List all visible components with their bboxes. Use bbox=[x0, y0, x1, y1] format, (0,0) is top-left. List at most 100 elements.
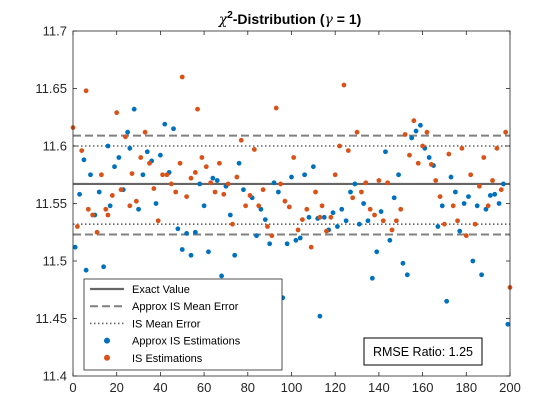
data-point-series-1 bbox=[472, 221, 478, 227]
data-point-series-1 bbox=[127, 203, 133, 209]
data-point-series-1 bbox=[332, 172, 338, 178]
data-point-series-1 bbox=[103, 206, 109, 212]
data-point-series-1 bbox=[463, 233, 469, 239]
data-point-series-0 bbox=[413, 128, 419, 134]
data-point-series-1 bbox=[142, 129, 148, 135]
data-point-series-0 bbox=[107, 203, 113, 209]
data-point-series-0 bbox=[184, 231, 190, 236]
data-point-series-1 bbox=[350, 195, 356, 201]
data-point-series-1 bbox=[256, 203, 262, 209]
data-point-series-1 bbox=[494, 145, 500, 151]
data-point-series-1 bbox=[94, 229, 100, 235]
data-point-series-0 bbox=[179, 247, 185, 252]
data-point-series-0 bbox=[409, 135, 415, 141]
data-point-series-1 bbox=[192, 170, 198, 175]
data-point-series-1 bbox=[433, 178, 439, 183]
data-point-series-1 bbox=[459, 145, 465, 151]
data-point-series-0 bbox=[96, 189, 102, 195]
data-point-series-1 bbox=[74, 224, 80, 229]
data-point-series-1 bbox=[308, 244, 314, 250]
x-tick-label: 0 bbox=[69, 380, 76, 395]
data-point-series-1 bbox=[118, 187, 124, 193]
data-point-series-0 bbox=[227, 212, 233, 218]
data-point-series-1 bbox=[389, 227, 395, 233]
data-point-series-1 bbox=[203, 164, 209, 170]
legend-entry-label: Exact Value bbox=[132, 284, 190, 296]
x-tick-label: 20 bbox=[109, 380, 123, 395]
data-point-series-0 bbox=[334, 224, 340, 229]
data-point-series-1 bbox=[385, 180, 391, 186]
data-point-series-0 bbox=[310, 164, 316, 170]
data-point-series-0 bbox=[302, 172, 308, 178]
data-point-series-1 bbox=[354, 129, 360, 135]
data-point-series-1 bbox=[345, 148, 351, 154]
data-point-series-0 bbox=[317, 313, 323, 319]
data-point-series-0 bbox=[444, 298, 450, 304]
data-point-series-1 bbox=[168, 181, 174, 187]
data-point-series-0 bbox=[201, 203, 207, 209]
data-point-series-0 bbox=[219, 273, 224, 279]
data-point-series-1 bbox=[243, 203, 249, 209]
data-point-series-1 bbox=[114, 110, 120, 116]
data-point-series-1 bbox=[85, 206, 91, 212]
axes: 0 20 40 60 80 100 120 140 160 180 200 11.4 11.45 11.5… bbox=[35, 24, 520, 396]
data-point-series-0 bbox=[136, 206, 141, 212]
x-tick-label: 80 bbox=[241, 380, 255, 395]
data-point-series-1 bbox=[317, 214, 323, 220]
data-point-series-0 bbox=[356, 221, 362, 227]
data-point-series-0 bbox=[197, 181, 203, 187]
y-tick-label: 11.45 bbox=[35, 311, 67, 326]
data-point-series-0 bbox=[131, 106, 137, 112]
title-chi-symbol: χ bbox=[218, 12, 229, 28]
x-tick-label: 100 bbox=[281, 380, 303, 395]
data-point-series-0 bbox=[400, 260, 406, 266]
data-point-series-1 bbox=[295, 227, 301, 233]
data-point-series-1 bbox=[376, 178, 382, 183]
data-point-series-0 bbox=[457, 228, 463, 234]
annotation-text: RMSE Ratio: 1.25 bbox=[373, 345, 473, 359]
plot-area bbox=[70, 74, 513, 327]
data-point-series-1 bbox=[138, 155, 144, 160]
data-point-series-0 bbox=[483, 206, 489, 212]
data-point-series-1 bbox=[477, 183, 482, 189]
data-point-series-1 bbox=[105, 212, 111, 218]
data-point-series-1 bbox=[328, 214, 334, 220]
data-point-series-1 bbox=[221, 191, 227, 197]
data-point-series-1 bbox=[498, 187, 504, 193]
legend-entry-label: Approx IS Mean Error bbox=[132, 301, 239, 313]
data-point-series-0 bbox=[116, 155, 122, 160]
title-superscript: 2 bbox=[227, 10, 233, 21]
x-tick-label: 140 bbox=[368, 380, 390, 395]
data-point-series-0 bbox=[293, 237, 299, 243]
data-point-series-0 bbox=[439, 203, 445, 209]
y-tick-label: 11.7 bbox=[43, 24, 67, 39]
data-point-series-0 bbox=[418, 122, 423, 128]
data-point-series-0 bbox=[210, 175, 216, 181]
x-tick-label: 180 bbox=[455, 380, 477, 395]
y-tick-label: 11.6 bbox=[43, 139, 67, 154]
x-tick-label: 60 bbox=[197, 380, 211, 395]
data-point-series-1 bbox=[179, 74, 185, 80]
data-point-series-0 bbox=[448, 174, 454, 180]
data-point-series-1 bbox=[446, 151, 452, 157]
data-point-series-1 bbox=[286, 204, 292, 210]
data-point-series-0 bbox=[348, 189, 353, 195]
data-point-series-0 bbox=[232, 252, 238, 258]
data-point-series-0 bbox=[396, 172, 401, 178]
data-point-series-1 bbox=[234, 174, 240, 180]
data-point-series-1 bbox=[177, 160, 183, 166]
data-point-series-0 bbox=[88, 172, 93, 178]
data-point-series-1 bbox=[151, 186, 157, 191]
data-point-series-1 bbox=[481, 155, 487, 160]
data-point-series-0 bbox=[321, 214, 327, 220]
y-tick-label: 11.65 bbox=[35, 81, 67, 96]
data-point-series-0 bbox=[112, 164, 117, 170]
data-point-series-1 bbox=[359, 189, 364, 195]
data-point-series-0 bbox=[289, 174, 294, 180]
legend-entry-label: IS Estimations bbox=[132, 353, 203, 365]
data-point-series-1 bbox=[304, 206, 310, 212]
data-point-series-0 bbox=[352, 181, 358, 187]
data-point-series-1 bbox=[230, 221, 235, 227]
data-point-series-0 bbox=[125, 129, 131, 135]
data-point-series-1 bbox=[199, 155, 205, 160]
